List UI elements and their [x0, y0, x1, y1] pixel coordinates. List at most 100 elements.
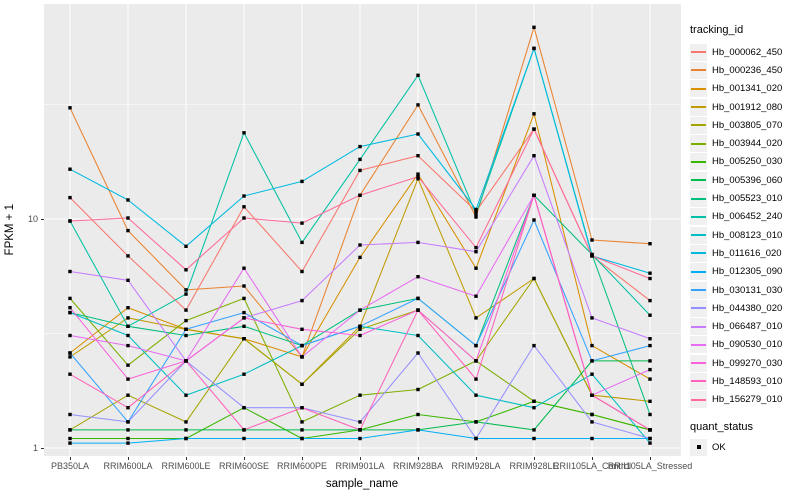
legend-item: Hb_006452_240 — [690, 208, 800, 226]
data-point-marker — [300, 355, 304, 359]
legend-color-line — [691, 234, 706, 237]
data-point-marker — [648, 428, 652, 432]
legend-item: Hb_099270_030 — [690, 354, 800, 372]
data-point-marker — [358, 168, 362, 173]
data-point-marker — [184, 268, 188, 272]
legend-item: Hb_005396_060 — [690, 171, 800, 189]
data-point-marker — [590, 238, 594, 242]
data-point-marker — [590, 412, 594, 417]
legend-item-label: Hb_006452_240 — [712, 211, 783, 223]
legend-item-label: Hb_090530_010 — [712, 339, 783, 351]
legend-item-label: Hb_066487_010 — [712, 321, 783, 333]
data-point-marker — [416, 177, 420, 181]
data-point-marker — [416, 428, 420, 432]
x-tick-mark — [185, 456, 187, 460]
data-point-marker — [242, 310, 246, 315]
data-point-marker — [300, 221, 304, 225]
legend-key-swatch — [690, 281, 707, 299]
data-point-marker — [242, 324, 246, 328]
data-point-marker — [416, 172, 420, 176]
legend-key-swatch — [690, 226, 707, 244]
data-point-marker — [184, 333, 188, 338]
data-point-marker — [358, 428, 362, 432]
legend-item-label: Hb_001341_020 — [712, 83, 783, 95]
legend-item: Hb_148593_010 — [690, 372, 800, 390]
data-point-marker — [184, 308, 188, 312]
data-point-marker — [126, 343, 130, 348]
data-point-marker — [416, 132, 420, 136]
data-point-marker — [648, 367, 652, 372]
data-point-marker — [648, 271, 652, 275]
data-point-marker — [68, 167, 72, 171]
data-point-marker — [590, 254, 594, 258]
data-point-marker — [416, 387, 420, 392]
legend-item: Hb_090530_010 — [690, 336, 800, 354]
legend-color-line — [691, 124, 706, 127]
data-point-marker — [184, 318, 188, 323]
quant-status-item: OK — [690, 438, 800, 456]
data-point-marker — [68, 219, 72, 223]
data-point-marker — [590, 359, 594, 363]
data-point-marker — [184, 288, 188, 292]
legend-item: Hb_066487_010 — [690, 317, 800, 336]
legend-item-label: Hb_012305_090 — [712, 266, 783, 278]
y-axis-title: FPKM + 1 — [4, 204, 16, 256]
legend-color-line — [691, 215, 706, 218]
data-point-marker — [474, 294, 478, 298]
legend-color-line — [691, 142, 706, 145]
data-point-marker — [590, 372, 594, 376]
y-tick-mark — [40, 447, 44, 449]
data-point-marker — [126, 278, 130, 282]
legend-color-line — [691, 325, 706, 328]
data-point-marker — [358, 333, 362, 338]
quant-status-title: quant_status — [690, 420, 753, 433]
data-point-marker — [416, 351, 420, 355]
data-point-marker — [126, 406, 130, 410]
data-point-marker — [474, 209, 478, 213]
data-point-marker — [300, 382, 304, 386]
data-point-marker — [416, 154, 420, 158]
data-point-marker — [416, 73, 420, 77]
data-point-marker — [358, 157, 362, 162]
quant-status-key-swatch — [690, 438, 707, 456]
x-tick-mark — [127, 456, 129, 460]
legend-item-label: Hb_001912_080 — [712, 101, 783, 113]
data-point-marker — [184, 244, 188, 248]
legend-item-label: Hb_003944_020 — [712, 138, 783, 150]
data-point-marker — [358, 324, 362, 328]
data-point-marker — [532, 112, 536, 116]
data-point-marker — [184, 393, 188, 397]
data-point-marker — [532, 399, 536, 403]
data-point-marker — [242, 436, 246, 441]
legend-key-swatch — [690, 98, 707, 116]
legend-color-line — [691, 87, 706, 90]
data-point-marker — [532, 343, 536, 348]
legend-key-swatch — [690, 208, 707, 226]
data-point-marker — [532, 218, 536, 222]
legend-item: Hb_001341_020 — [690, 80, 800, 98]
data-point-marker — [300, 420, 304, 424]
data-point-marker — [474, 343, 478, 348]
x-tick-mark — [69, 456, 71, 460]
legend-color-line — [691, 307, 706, 310]
data-point-marker — [474, 393, 478, 397]
data-point-marker — [532, 154, 536, 158]
legend-item: Hb_003805_070 — [690, 116, 800, 134]
legend: tracking_id Hb_000062_450 Hb_000236_450 Hb… — [690, 24, 800, 456]
data-point-marker — [184, 292, 188, 296]
data-point-marker — [532, 276, 536, 281]
x-tick-mark — [591, 456, 593, 460]
data-point-marker — [474, 207, 478, 212]
data-point-marker — [532, 406, 536, 410]
data-point-marker — [648, 441, 652, 445]
data-point-marker — [416, 333, 420, 338]
data-point-marker — [358, 393, 362, 397]
data-point-marker — [474, 245, 478, 250]
legend-key-swatch — [690, 299, 707, 317]
plot-panel — [44, 4, 681, 456]
legend-item-label: Hb_030131_030 — [712, 284, 783, 296]
data-point-marker — [68, 412, 72, 417]
data-point-marker — [68, 310, 72, 315]
data-point-marker — [416, 308, 420, 312]
data-point-marker — [648, 242, 652, 246]
